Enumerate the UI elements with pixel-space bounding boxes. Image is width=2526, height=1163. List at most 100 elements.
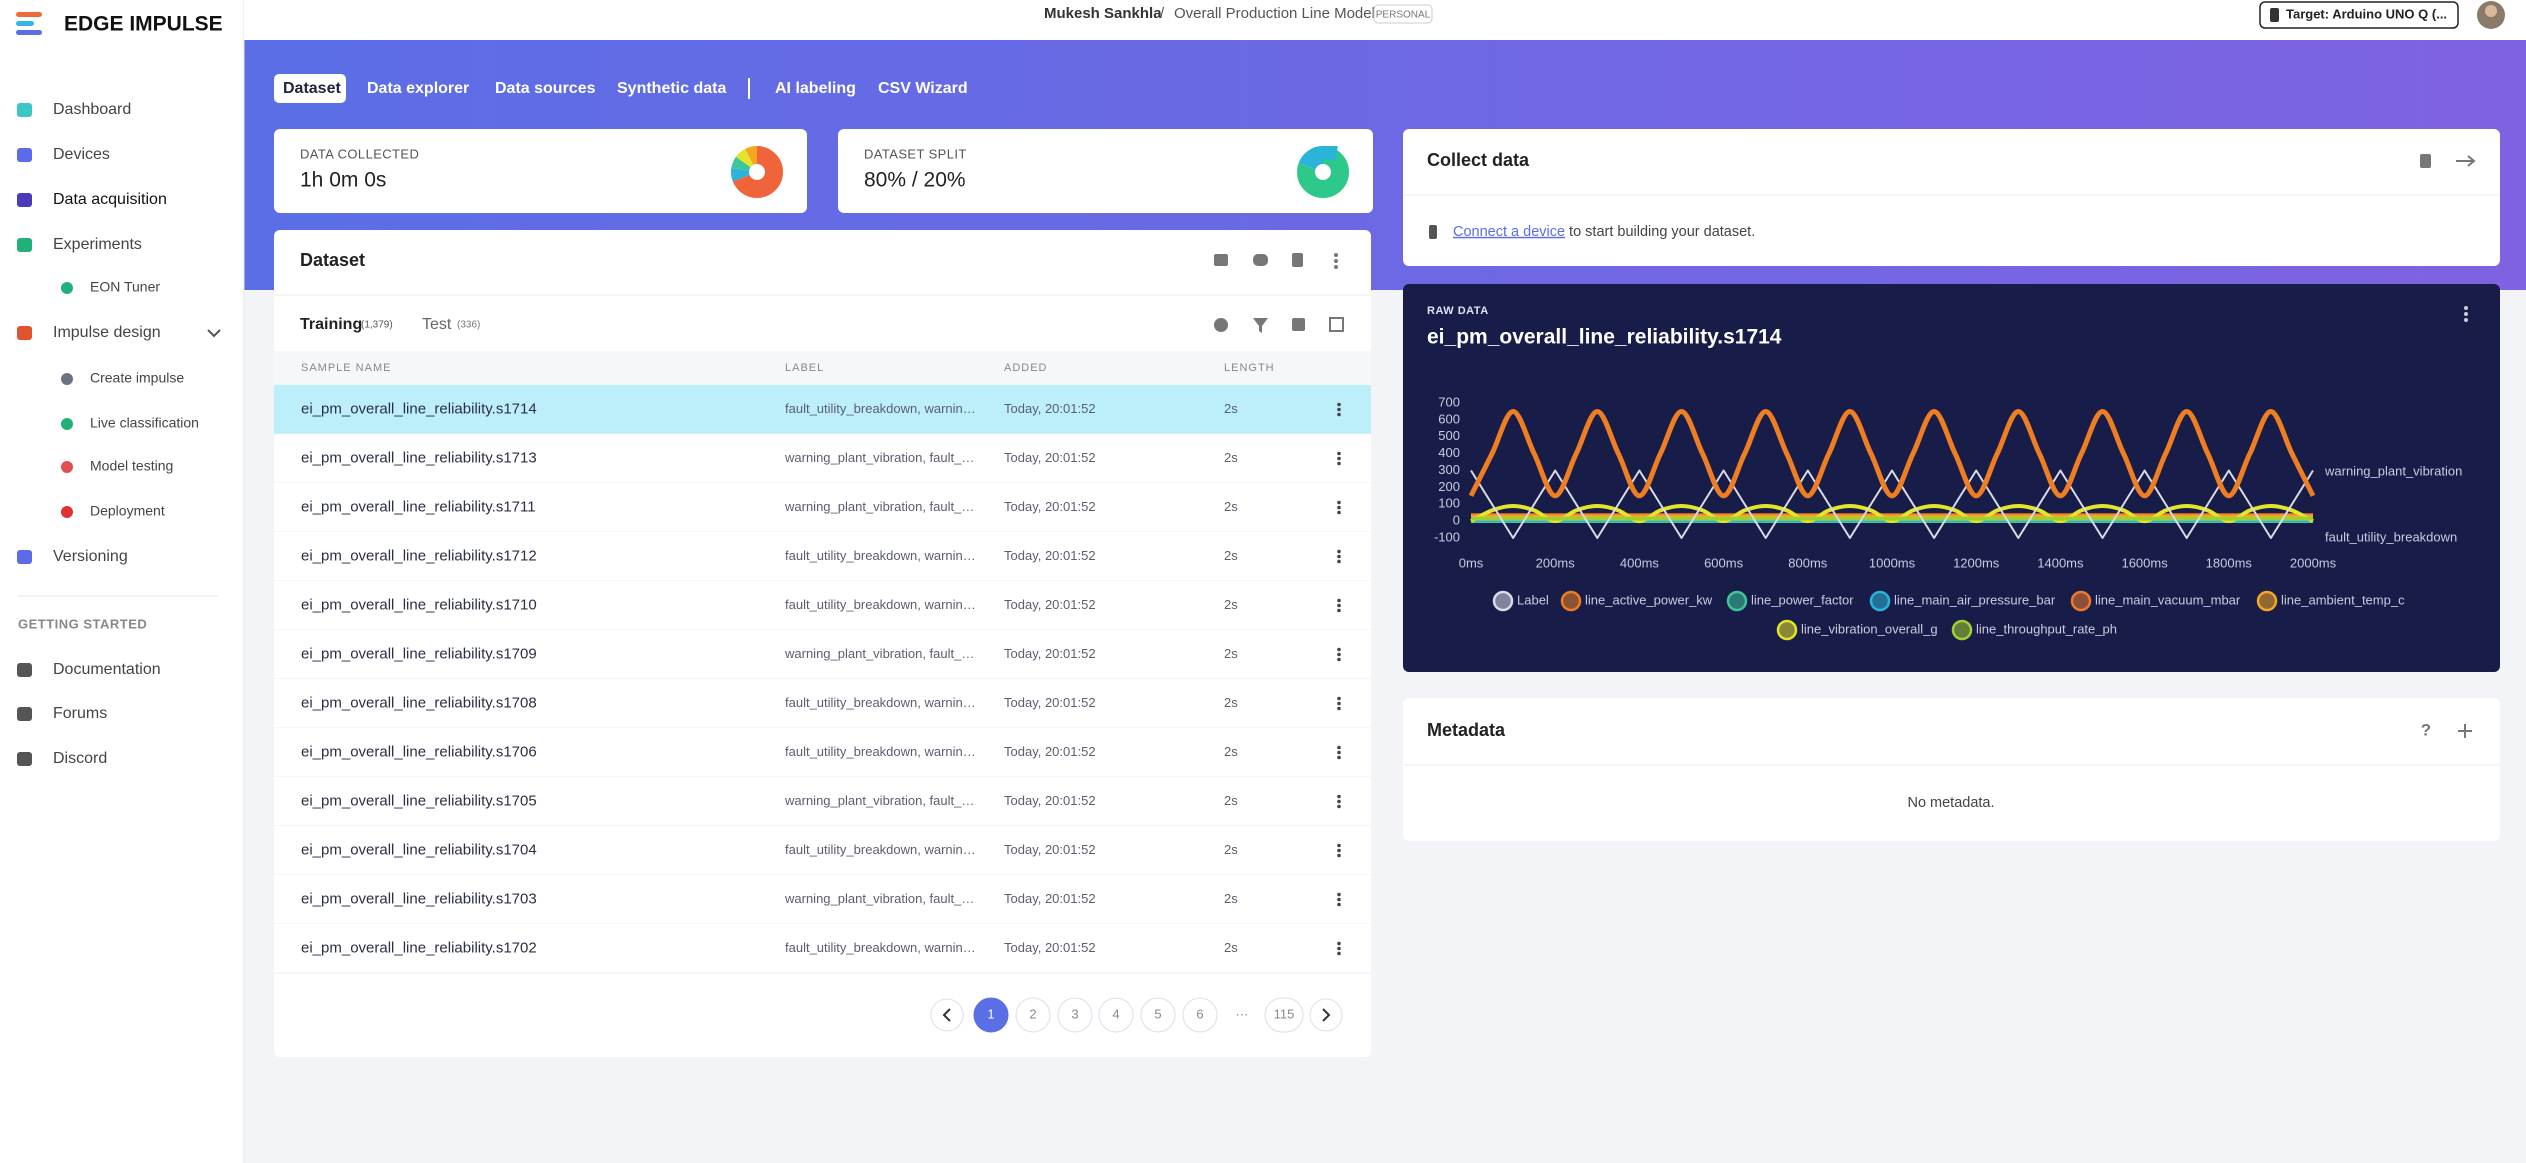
table-row[interactable] [274, 434, 1371, 483]
row-menu-dot[interactable] [1337, 897, 1341, 902]
chevron[interactable] [207, 329, 221, 338]
nav-item[interactable]: Experiments [53, 236, 142, 253]
legend-label[interactable]: Label [1517, 592, 1549, 607]
table-row[interactable] [274, 581, 1371, 630]
legend-swatch[interactable] [1869, 590, 1891, 612]
tab[interactable]: Data sources [495, 80, 596, 97]
row-menu-dot[interactable] [1337, 853, 1341, 858]
legend-label[interactable]: line_main_air_pressure_bar [1894, 592, 2056, 607]
tab[interactable]: Data explorer [367, 80, 469, 97]
table-row[interactable] [274, 630, 1371, 679]
nav-item[interactable]: Dashboard [53, 101, 131, 118]
page-button[interactable] [973, 997, 1009, 1033]
page-button[interactable] [1057, 997, 1093, 1033]
nav-item[interactable]: Impulse design [53, 324, 161, 341]
row-menu-dot[interactable] [1337, 608, 1341, 613]
legend-label[interactable]: line_main_vacuum_mbar [2095, 592, 2241, 607]
next-page[interactable] [1309, 998, 1343, 1032]
usb-icon[interactable] [2456, 155, 2476, 167]
row-menu-dot[interactable] [1337, 951, 1341, 956]
row-menu-dot[interactable] [1337, 892, 1341, 897]
target-text[interactable]: Target: Arduino UNO Q (... [2286, 6, 2447, 21]
row-menu-dot[interactable] [1337, 554, 1341, 559]
tab[interactable]: Synthetic data [617, 80, 726, 97]
row-menu-dot[interactable] [1337, 941, 1341, 946]
table-row[interactable] [274, 728, 1371, 777]
legend-label[interactable]: line_throughput_rate_ph [1976, 621, 2117, 636]
tab[interactable]: Dataset [283, 80, 341, 97]
page-button[interactable] [1098, 997, 1134, 1033]
row-menu-dot[interactable] [1337, 799, 1341, 804]
table-row[interactable] [274, 483, 1371, 532]
table-row[interactable] [274, 777, 1371, 826]
table-row[interactable] [274, 679, 1371, 728]
page-button[interactable] [1015, 997, 1051, 1033]
tab[interactable]: AI labeling [775, 80, 856, 97]
row-menu-dot[interactable] [1337, 603, 1341, 608]
row-menu-dot[interactable] [1337, 549, 1341, 554]
row-menu-dot[interactable] [1337, 902, 1341, 907]
row-menu-dot[interactable] [1337, 652, 1341, 657]
legend-label[interactable]: line_active_power_kw [1585, 592, 1713, 607]
legend-swatch[interactable] [1560, 590, 1582, 612]
legend-label[interactable]: line_ambient_temp_c [2281, 592, 2405, 607]
nav-item[interactable]: Create impulse [90, 370, 184, 386]
prev-page[interactable] [930, 998, 964, 1032]
row-menu-dot[interactable] [1337, 843, 1341, 848]
row-menu-dot[interactable] [1337, 402, 1341, 407]
subtab[interactable]: Training [300, 316, 362, 333]
row-menu-dot[interactable] [1337, 647, 1341, 652]
row-menu-dot[interactable] [1337, 750, 1341, 755]
row-menu-dot[interactable] [1337, 946, 1341, 951]
nav-item[interactable]: Model testing [90, 458, 173, 474]
table-row[interactable] [274, 532, 1371, 581]
row-menu-dot[interactable] [1337, 598, 1341, 603]
table-row[interactable] [274, 875, 1371, 924]
tab[interactable]: CSV Wizard [878, 80, 968, 97]
nav-item[interactable]: Live classification [90, 415, 199, 431]
nav-link[interactable]: Forums [53, 705, 107, 722]
row-menu-dot[interactable] [1337, 407, 1341, 412]
nav-item[interactable]: Versioning [53, 548, 128, 565]
page-button[interactable] [1182, 997, 1218, 1033]
row-menu-dot[interactable] [1337, 804, 1341, 809]
legend-swatch[interactable] [2070, 590, 2092, 612]
row-menu-dot[interactable] [1337, 456, 1341, 461]
nav-link[interactable]: Documentation [53, 661, 161, 678]
user-name[interactable]: Mukesh Sankhla [1044, 5, 1162, 22]
row-menu-dot[interactable] [1337, 701, 1341, 706]
nav-item[interactable]: Devices [53, 146, 110, 163]
device-icon[interactable] [2420, 154, 2431, 168]
table-row[interactable] [274, 924, 1371, 973]
legend-swatch[interactable] [1726, 590, 1748, 612]
page-button[interactable] [1264, 997, 1304, 1033]
legend-label[interactable]: line_vibration_overall_g [1801, 621, 1938, 636]
row-menu-dot[interactable] [1337, 696, 1341, 701]
add-icon[interactable] [2458, 724, 2472, 738]
row-menu-dot[interactable] [1337, 745, 1341, 750]
nav-item[interactable]: Deployment [90, 503, 165, 519]
target-button[interactable] [2259, 1, 2459, 29]
row-menu-dot[interactable] [1337, 848, 1341, 853]
active-tab[interactable] [274, 74, 346, 103]
legend-label[interactable]: line_power_factor [1751, 592, 1854, 607]
kebab[interactable] [2464, 306, 2468, 322]
connect-link[interactable]: Connect a device [1453, 224, 1565, 240]
row-menu-dot[interactable] [1337, 706, 1341, 711]
row-menu-dot[interactable] [1337, 500, 1341, 505]
table-row[interactable] [274, 385, 1371, 434]
nav-item[interactable]: Data acquisition [53, 191, 167, 208]
row-menu-dot[interactable] [1337, 412, 1341, 417]
project-name[interactable]: Overall Production Line Model [1174, 5, 1375, 22]
nav-link[interactable]: Discord [53, 750, 107, 767]
legend-swatch[interactable] [2256, 590, 2278, 612]
nav-item[interactable]: EON Tuner [90, 279, 160, 295]
row-menu-dot[interactable] [1337, 559, 1341, 564]
legend-swatch[interactable] [1776, 619, 1798, 641]
row-menu-dot[interactable] [1337, 461, 1341, 466]
legend-swatch[interactable] [1492, 590, 1514, 612]
row-menu-dot[interactable] [1337, 510, 1341, 515]
card-icons[interactable] [1214, 253, 1344, 333]
help-icon[interactable]: ? [2421, 720, 2431, 739]
row-menu-dot[interactable] [1337, 794, 1341, 799]
